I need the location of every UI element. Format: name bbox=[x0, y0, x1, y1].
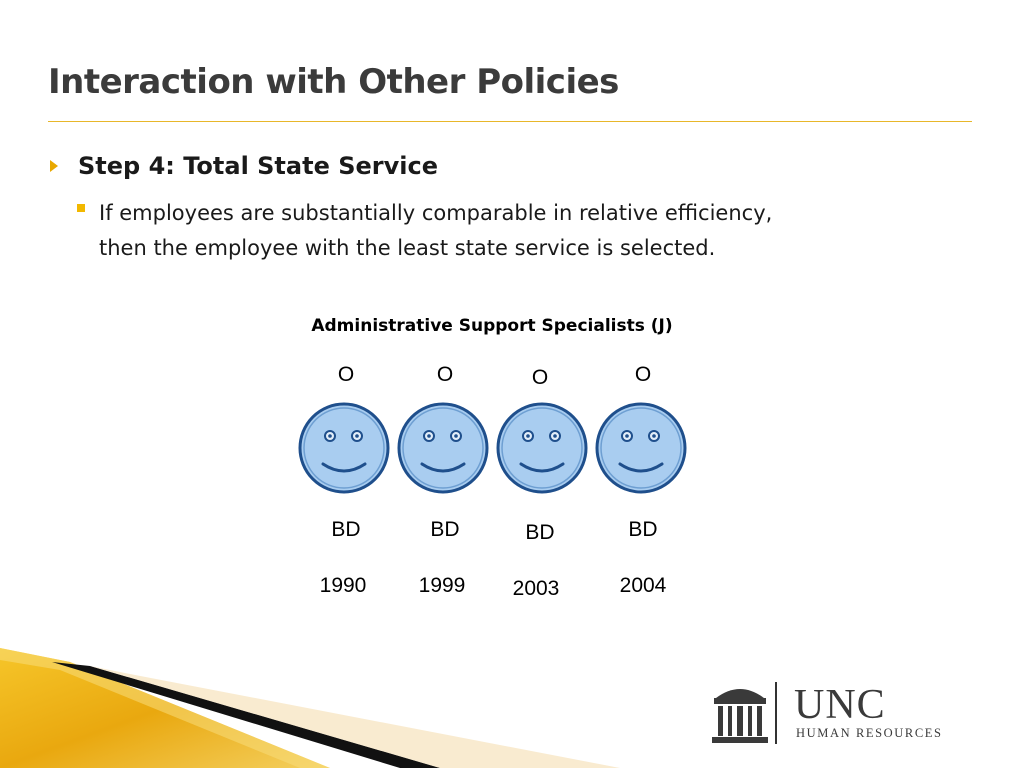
bd-label: BD bbox=[331, 518, 361, 541]
paragraph-line: then the employee with the least state s… bbox=[99, 236, 716, 260]
smiley-face-icon bbox=[496, 402, 588, 494]
decorative-swoosh bbox=[0, 648, 620, 768]
smiley-face-icon bbox=[298, 402, 390, 494]
bd-label: BD bbox=[525, 521, 555, 544]
service-year: 1999 bbox=[418, 574, 466, 597]
smiley-face-icon bbox=[397, 402, 489, 494]
rating-label: O bbox=[531, 366, 549, 389]
service-year: 2004 bbox=[619, 574, 667, 597]
service-year: 1990 bbox=[319, 574, 367, 597]
rating-label: O bbox=[337, 363, 355, 386]
step-heading: Step 4: Total State Service bbox=[78, 152, 438, 180]
bd-label: BD bbox=[628, 518, 658, 541]
service-year: 2003 bbox=[512, 577, 560, 600]
triangle-bullet-icon bbox=[50, 160, 58, 172]
rating-label: O bbox=[634, 363, 652, 386]
square-bullet-icon bbox=[77, 204, 85, 212]
logo-divider bbox=[775, 682, 777, 744]
bd-label: BD bbox=[430, 518, 460, 541]
paragraph-line: If employees are substantially comparabl… bbox=[99, 201, 773, 225]
rating-label: O bbox=[436, 363, 454, 386]
group-title: Administrative Support Specialists (J) bbox=[311, 316, 673, 336]
body-paragraph: If employees are substantially comparabl… bbox=[99, 196, 899, 266]
logo-wordmark: UNC bbox=[794, 682, 886, 728]
old-well-icon bbox=[712, 689, 768, 743]
slide-title: Interaction with Other Policies bbox=[48, 62, 619, 102]
logo-subtitle: HUMAN RESOURCES bbox=[796, 726, 943, 740]
title-divider bbox=[48, 121, 972, 122]
smiley-face-icon bbox=[595, 402, 687, 494]
